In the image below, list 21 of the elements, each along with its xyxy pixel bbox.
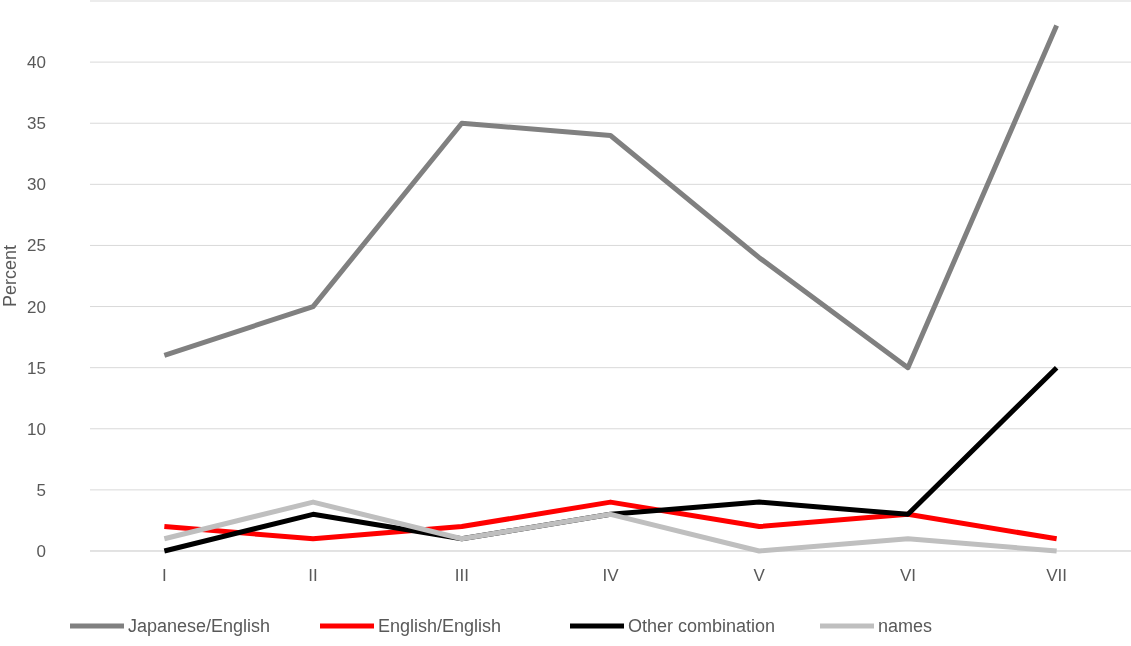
legend-label: names [878, 616, 933, 637]
y-tick-label: 15 [27, 358, 46, 378]
y-tick-label: 25 [27, 236, 46, 256]
x-tick-label: I [161, 566, 167, 585]
x-tick-label: V [753, 566, 766, 585]
x-tick-label: III [454, 566, 469, 585]
y-axis-title: Percent [0, 244, 20, 308]
legend-label: English/English [378, 616, 502, 637]
x-tick-label: IV [602, 566, 620, 585]
y-tick-label: 40 [27, 53, 46, 73]
x-tick-label: VI [899, 566, 916, 585]
legend-label: Japanese/English [128, 616, 271, 637]
y-tick-label: 10 [27, 419, 46, 439]
x-tick-label: VII [1046, 566, 1068, 585]
x-tick-label: II [308, 566, 318, 585]
y-tick-label: 5 [36, 480, 46, 500]
y-tick-label: 30 [27, 175, 46, 195]
y-tick-label: 0 [36, 541, 46, 561]
y-tick-label: 35 [27, 114, 46, 134]
legend-label: Other combination [628, 616, 776, 637]
y-tick-label: 20 [27, 297, 46, 317]
